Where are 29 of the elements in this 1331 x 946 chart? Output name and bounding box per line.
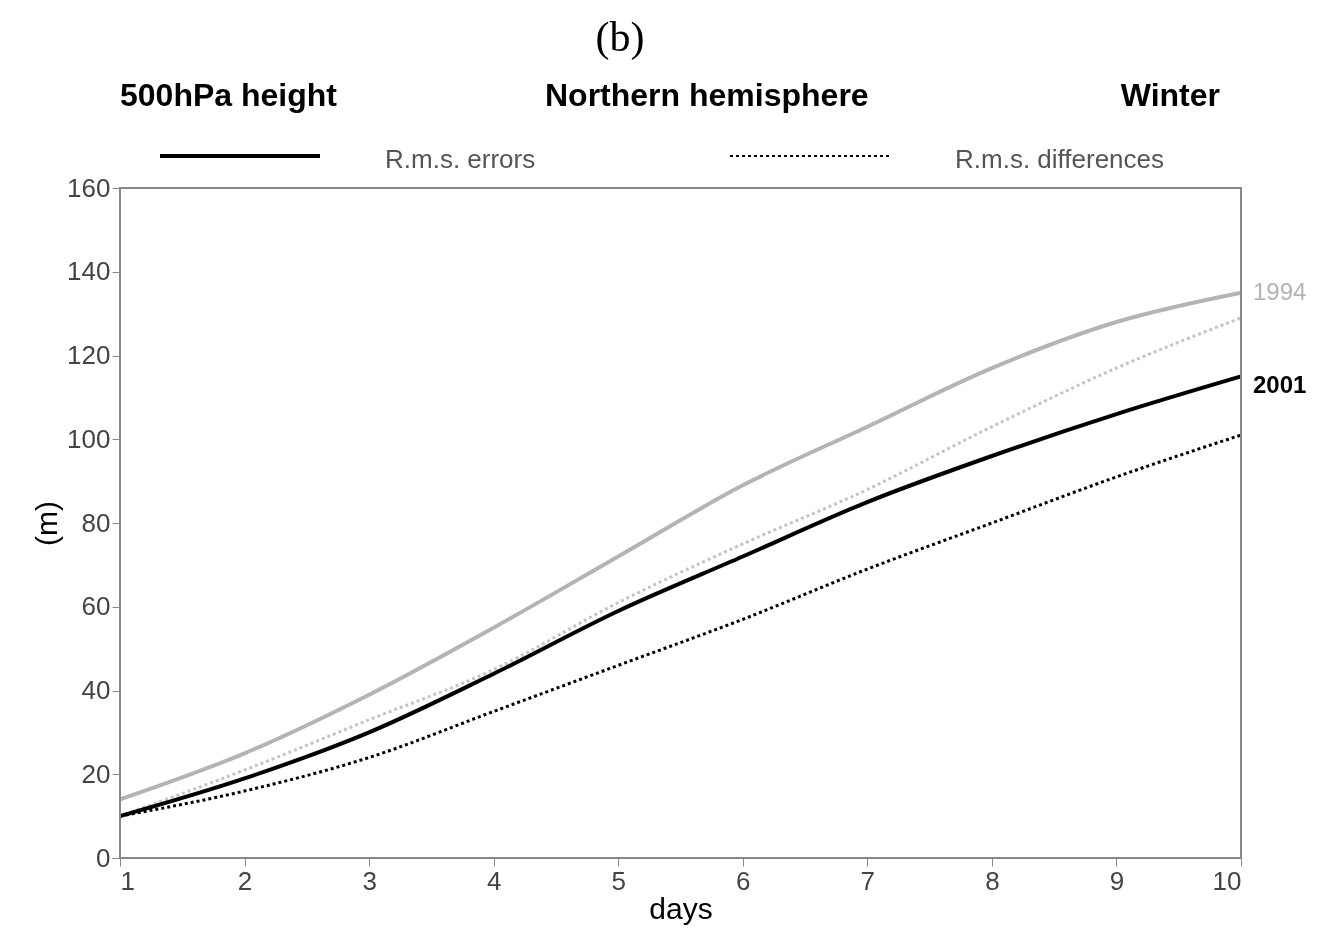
y-tick-label: 60 [81, 591, 111, 622]
y-tick-label: 160 [67, 172, 111, 203]
y-tick-label: 20 [81, 758, 111, 789]
y-tick-label: 120 [67, 340, 111, 370]
x-tick-label: 4 [486, 865, 502, 896]
y-axis-title: (m) [30, 501, 64, 546]
x-tick-label: 9 [1109, 865, 1125, 896]
x-tick-label: 1 [120, 865, 135, 896]
y-tick-label: 140 [67, 256, 111, 287]
y-tick-label: 0 [96, 842, 111, 873]
x-tick-label: 2 [237, 865, 253, 896]
y-tick-label: 80 [81, 507, 111, 538]
chart-title: (b) [595, 14, 645, 61]
series-label: 1994 [1253, 277, 1307, 305]
x-tick-label: 8 [985, 865, 1000, 896]
text: R.m.s. differences [955, 144, 1165, 174]
y-tick-label: 40 [81, 675, 111, 705]
text: 500hPa height [120, 77, 338, 113]
x-tick-label: 10 [1212, 865, 1242, 896]
x-axis-title: days [649, 891, 713, 925]
x-tick-label: 5 [611, 865, 626, 896]
text: R.m.s. errors [385, 144, 536, 174]
x-tick-label: 6 [736, 865, 751, 896]
text: Northern hemisphere [545, 77, 869, 113]
text: Winter [1120, 77, 1220, 113]
series-label: 2001 [1253, 371, 1307, 399]
x-tick-label: 7 [860, 865, 876, 896]
x-tick-label: 3 [362, 865, 377, 896]
y-tick-label: 100 [67, 423, 111, 454]
